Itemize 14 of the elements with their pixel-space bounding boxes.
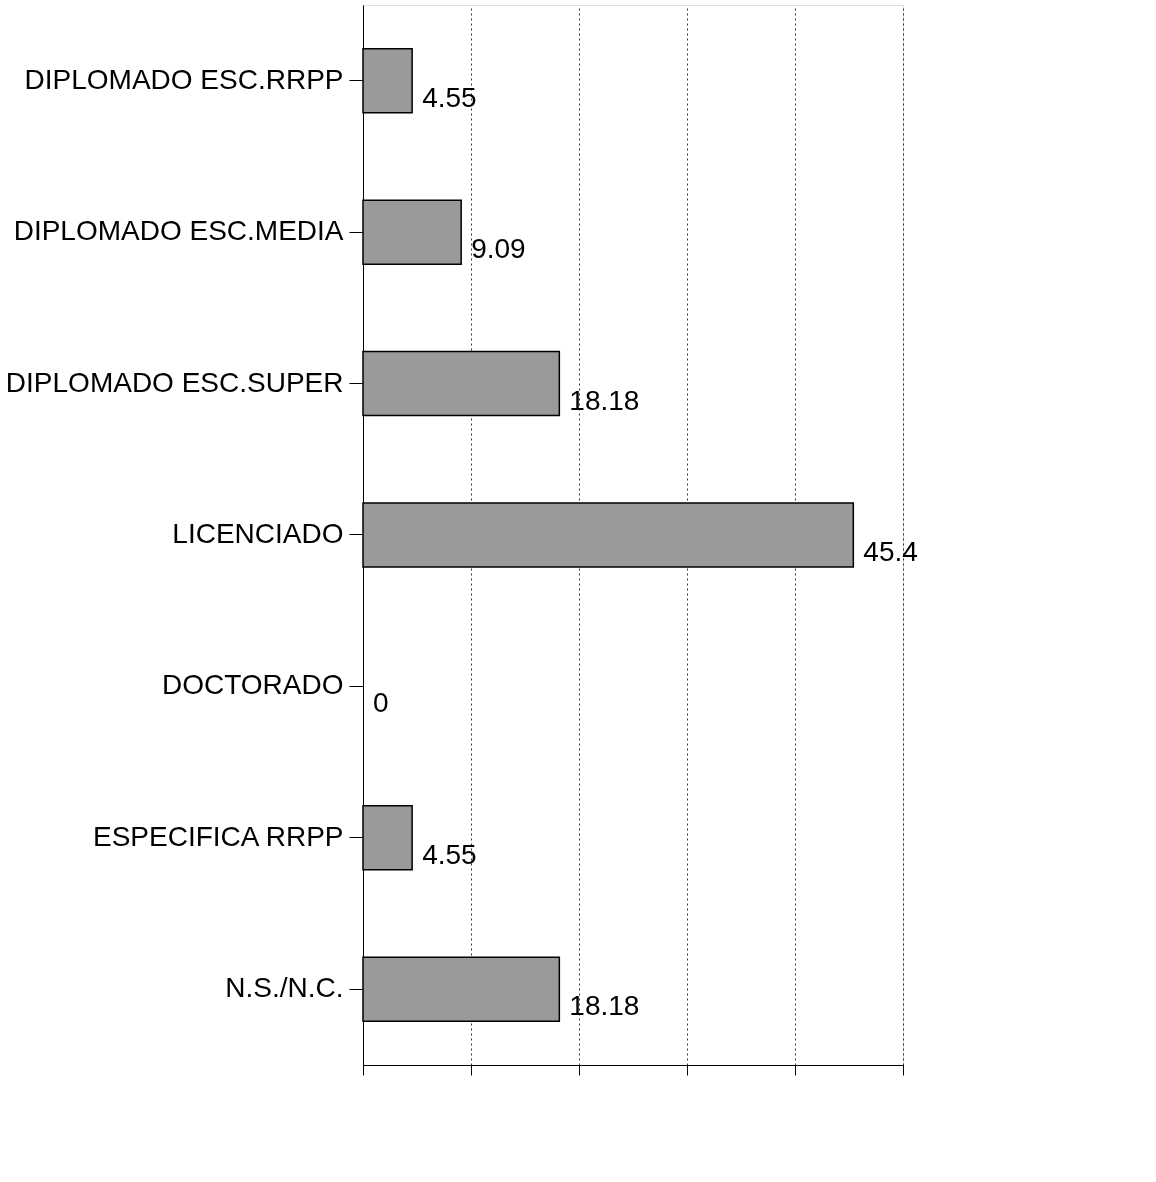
- y-tick-label: LICENCIADO: [172, 518, 344, 549]
- y-tick-label: N.S./N.C.: [225, 972, 344, 1004]
- y-tick-label: DOCTORADO: [162, 669, 344, 701]
- data-label: 4.55: [422, 81, 477, 113]
- data-label: 9.09: [471, 233, 526, 265]
- data-label: 4.55: [422, 838, 477, 870]
- y-tick-label: DIPLOMADO ESC.RRPP: [24, 63, 344, 95]
- y-tick-label: ESPECIFICA RRPP: [92, 820, 344, 852]
- data-label: 0: [373, 687, 389, 719]
- y-tick-label: DIPLOMADO ESC.SUPER: [5, 366, 344, 398]
- data-label: 18.18: [569, 990, 640, 1022]
- y-tick-label: DIPLOMADO ESC.MEDIA: [13, 215, 344, 247]
- data-label: 18.18: [569, 384, 640, 416]
- data-label: 45.4: [863, 536, 918, 567]
